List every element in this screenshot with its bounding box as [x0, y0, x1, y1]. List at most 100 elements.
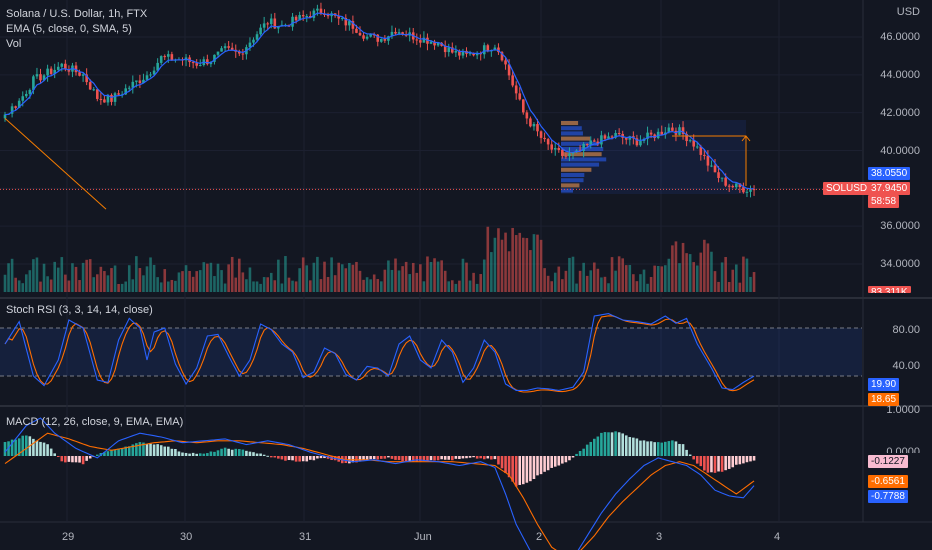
- candle: [3, 114, 7, 119]
- macd-histogram-bar: [621, 433, 624, 456]
- macd-histogram-bar: [674, 441, 678, 456]
- macd-histogram-bar: [355, 456, 358, 463]
- time-label: 30: [180, 531, 193, 543]
- macd-histogram-bar: [88, 456, 92, 459]
- candle: [85, 74, 88, 83]
- volume-profile-bar: [561, 167, 592, 172]
- macd-histogram-bar: [408, 456, 411, 461]
- macd-histogram-bar: [458, 456, 461, 460]
- candle: [475, 52, 479, 56]
- volume-bar: [440, 260, 443, 292]
- price-tick: 34.0000: [880, 258, 920, 270]
- volume-bar: [230, 256, 234, 292]
- stoch-rsi-legend: Stoch RSI (3, 3, 14, 14, close): [6, 304, 153, 316]
- macd-histogram-bar: [383, 456, 387, 459]
- time-label: 3: [656, 531, 663, 543]
- macd-histogram-bar: [227, 448, 230, 456]
- candle: [376, 34, 380, 42]
- candle: [646, 132, 649, 139]
- macd-histogram-bar: [404, 456, 408, 462]
- macd-histogram-bar: [216, 450, 220, 456]
- macd-histogram-bar: [451, 456, 454, 461]
- macd-line: [4, 417, 755, 550]
- volume-bar: [127, 265, 131, 292]
- stoch-d-tag: 18.65: [868, 393, 900, 406]
- candle: [546, 139, 550, 145]
- volume-bar: [376, 279, 380, 292]
- macd-histogram-bar: [546, 456, 550, 471]
- macd-histogram-bar: [550, 456, 553, 468]
- macd-histogram-bar: [365, 456, 369, 460]
- macd-histogram-bar: [607, 432, 610, 456]
- macd-histogram-bar: [745, 456, 749, 463]
- macd-histogram-bar: [720, 456, 724, 472]
- macd-histogram-bar: [287, 456, 291, 461]
- volume-bar: [284, 256, 287, 292]
- candle: [191, 62, 195, 64]
- macd-histogram-bar: [277, 456, 280, 459]
- volume-bar: [447, 281, 451, 292]
- candle: [106, 94, 110, 103]
- volume-bar: [273, 280, 277, 292]
- volume-bar: [607, 283, 610, 292]
- volume-profile-bar: [561, 173, 585, 177]
- volume-bar: [174, 280, 177, 292]
- macd-histogram-bar: [64, 456, 67, 463]
- macd-histogram-bar: [142, 442, 145, 456]
- macd-histogram-bar: [578, 450, 582, 456]
- stoch-k-tag: 19.90: [868, 378, 900, 391]
- candle: [557, 147, 561, 151]
- volume-bar: [745, 258, 749, 292]
- candle: [266, 23, 269, 25]
- volume-bar: [223, 283, 227, 292]
- macd-histogram-bar: [553, 456, 557, 467]
- candle: [35, 74, 39, 77]
- volume-tag: 83.311K: [868, 286, 911, 293]
- candle: [568, 153, 571, 157]
- macd-histogram-bar: [284, 456, 287, 461]
- volume-bar: [426, 256, 429, 292]
- macd-histogram-bar: [184, 452, 188, 456]
- time-label: 4: [774, 531, 781, 543]
- macd-histogram-bar: [145, 443, 149, 456]
- macd-histogram-bar: [646, 441, 649, 456]
- macd-histogram-bar: [749, 456, 752, 462]
- volume-bar: [720, 262, 724, 292]
- candle: [28, 89, 32, 94]
- macd-histogram-bar: [482, 456, 486, 460]
- candle: [472, 53, 475, 56]
- volume-bar: [35, 257, 39, 292]
- volume-bar: [362, 279, 365, 292]
- macd-histogram-bar: [245, 450, 248, 456]
- macd-histogram-bar: [174, 448, 177, 456]
- volume-bar: [635, 281, 639, 292]
- candle: [550, 144, 553, 150]
- candle: [624, 137, 628, 140]
- volume-profile-bar: [561, 183, 580, 188]
- volume-bar: [280, 283, 284, 292]
- volume-bar: [461, 258, 465, 292]
- macd-histogram-bar: [223, 447, 227, 456]
- volume-bar: [351, 264, 355, 292]
- candle: [74, 65, 78, 73]
- price-tick: 36.0000: [880, 220, 920, 232]
- candle: [17, 100, 21, 108]
- stoch-tick: 80.00: [892, 324, 920, 336]
- candle: [103, 99, 106, 103]
- volume-bar: [138, 268, 142, 292]
- macd-histogram-bar: [461, 456, 465, 459]
- volume-bar: [514, 235, 518, 292]
- candle: [419, 40, 422, 43]
- candle: [397, 32, 401, 34]
- volume-bar: [387, 260, 390, 292]
- macd-histogram-bar: [465, 456, 468, 459]
- macd-histogram-bar: [703, 456, 706, 471]
- price-tick: 44.0000: [880, 69, 920, 81]
- candle: [88, 82, 92, 90]
- macd-histogram-bar: [74, 456, 78, 463]
- macd-histogram-bar: [710, 456, 713, 473]
- volume-bar: [266, 277, 269, 292]
- macd-histogram-bar: [575, 453, 578, 456]
- candle: [511, 75, 514, 86]
